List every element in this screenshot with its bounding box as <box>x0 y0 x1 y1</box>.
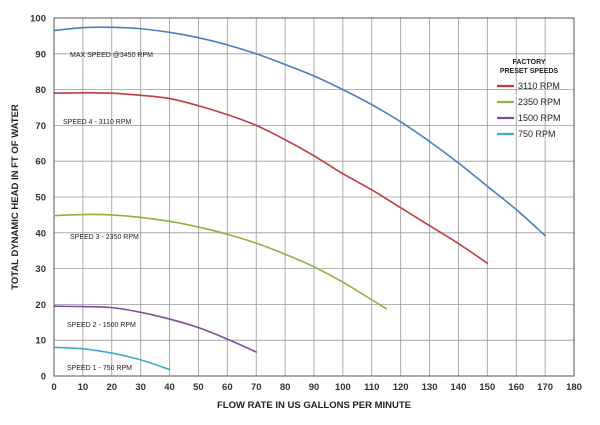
y-tick-label: 80 <box>35 85 46 96</box>
x-tick-label: 170 <box>537 382 553 393</box>
x-tick-label: 0 <box>51 382 56 393</box>
x-tick-label: 20 <box>106 382 117 393</box>
curve-speed-2-1500-rpm <box>53 305 258 353</box>
x-tick-label: 130 <box>422 382 438 393</box>
grid-lines <box>53 17 575 377</box>
y-tick-label: 20 <box>35 300 46 311</box>
curve-label: SPEED 2 - 1500 RPM <box>67 322 136 329</box>
legend-title: FACTORY <box>512 59 545 66</box>
curve-speed-4-3110-rpm <box>53 92 489 265</box>
curve-label: SPEED 4 - 3110 RPM <box>63 119 132 126</box>
x-tick-label: 10 <box>78 382 89 393</box>
curve-label: SPEED 1 - 750 RPM <box>67 365 132 372</box>
legend-entry: 750 RPM <box>518 129 556 139</box>
y-tick-label: 50 <box>35 193 46 204</box>
x-tick-label: 30 <box>135 382 146 393</box>
curve-max-speed-3450-rpm <box>53 26 546 237</box>
x-tick-label: 60 <box>222 382 233 393</box>
x-tick-label: 140 <box>451 382 467 393</box>
y-tick-label: 10 <box>35 336 46 347</box>
x-tick-label: 80 <box>280 382 291 393</box>
y-tick-label: 0 <box>41 372 46 383</box>
y-tick-label: 100 <box>30 14 46 25</box>
y-tick-label: 90 <box>35 49 46 60</box>
x-tick-label: 120 <box>393 382 409 393</box>
curve-speed-3-2350-rpm <box>53 213 388 310</box>
legend-entry: 3110 RPM <box>518 81 560 91</box>
plot-frame <box>53 17 575 377</box>
x-tick-label: 90 <box>309 382 320 393</box>
curve-labels: SPEED 4 - 3110 RPM SPEED 3 - 2350 RPM SPEE… <box>63 52 153 372</box>
curve-label: MAX SPEED @3450 RPM <box>70 52 153 59</box>
legend-title: PRESET SPEEDS <box>500 68 559 75</box>
x-tick-label: 160 <box>508 382 524 393</box>
legend: FACTORY PRESET SPEEDS 3110 RPM 2350 RPM 1500… <box>497 59 561 139</box>
x-tick-label: 40 <box>164 382 175 393</box>
x-axis-title: FLOW RATE IN US GALLONS PER MINUTE <box>217 400 411 411</box>
legend-entry: 1500 RPM <box>518 113 561 123</box>
x-tick-label: 180 <box>566 382 582 393</box>
legend-entry: 2350 RPM <box>518 97 561 107</box>
curves <box>53 26 546 371</box>
y-tick-label: 30 <box>35 264 46 275</box>
tick-labels: 0 10 20 30 40 50 60 70 80 90 100 110 120 130 140 150 160… <box>30 14 582 394</box>
x-tick-label: 150 <box>479 382 495 393</box>
curve-speed-1-750-rpm <box>53 346 171 371</box>
curve-label: SPEED 3 - 2350 RPM <box>70 234 139 241</box>
x-tick-label: 50 <box>193 382 204 393</box>
y-tick-label: 60 <box>35 157 46 168</box>
x-tick-label: 70 <box>251 382 262 393</box>
y-axis-title: TOTAL DYNAMIC HEAD IN FT OF WATER <box>10 104 21 290</box>
y-tick-label: 70 <box>35 121 46 132</box>
x-tick-label: 110 <box>364 382 379 393</box>
y-tick-label: 40 <box>35 228 46 239</box>
x-tick-label: 100 <box>335 382 351 393</box>
